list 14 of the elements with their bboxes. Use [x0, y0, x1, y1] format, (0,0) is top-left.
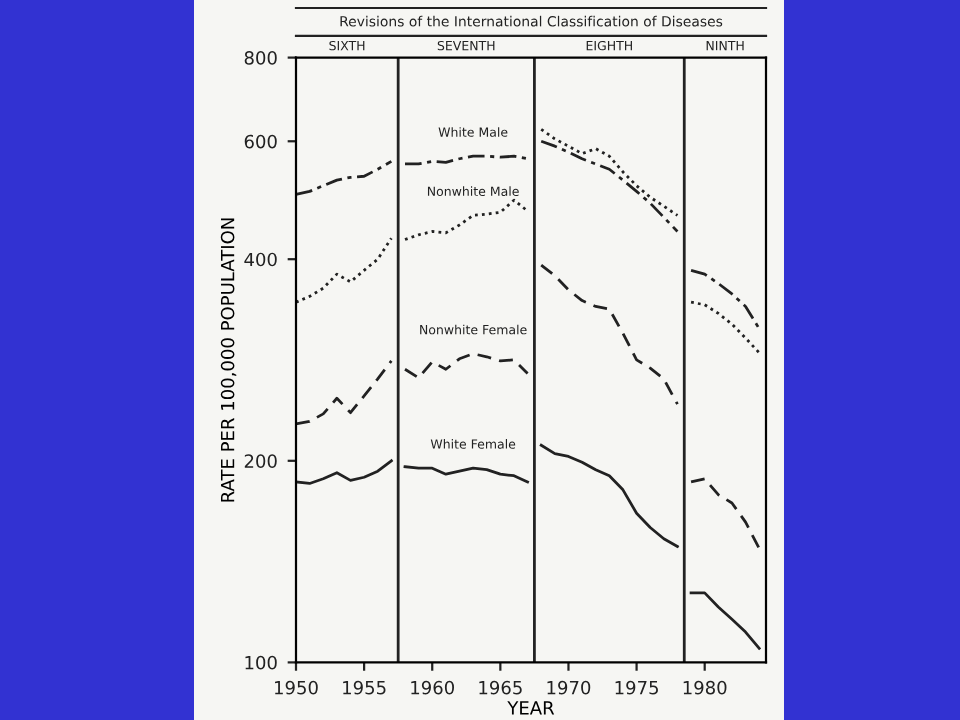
x-tick-label: 1955 [343, 680, 386, 695]
x-tick-label: 1950 [275, 680, 318, 695]
y-axis-title: RATE PER 100,000 POPULATION [220, 218, 237, 502]
y-tick-label: 400 [244, 252, 277, 267]
x-tick-label: 1970 [547, 680, 591, 695]
x-tick-label: 1980 [683, 680, 727, 695]
y-tick-label: 100 [245, 655, 277, 670]
x-axis-title: YEAR [507, 701, 555, 715]
x-tick-label: 1960 [411, 680, 455, 695]
x-tick-label: 1965 [479, 680, 522, 695]
y-tick-label: 800 [244, 51, 277, 65]
y-tick-label: 600 [244, 134, 277, 149]
y-tick-label: 200 [244, 454, 277, 468]
x-tick-label: 1975 [615, 680, 658, 695]
